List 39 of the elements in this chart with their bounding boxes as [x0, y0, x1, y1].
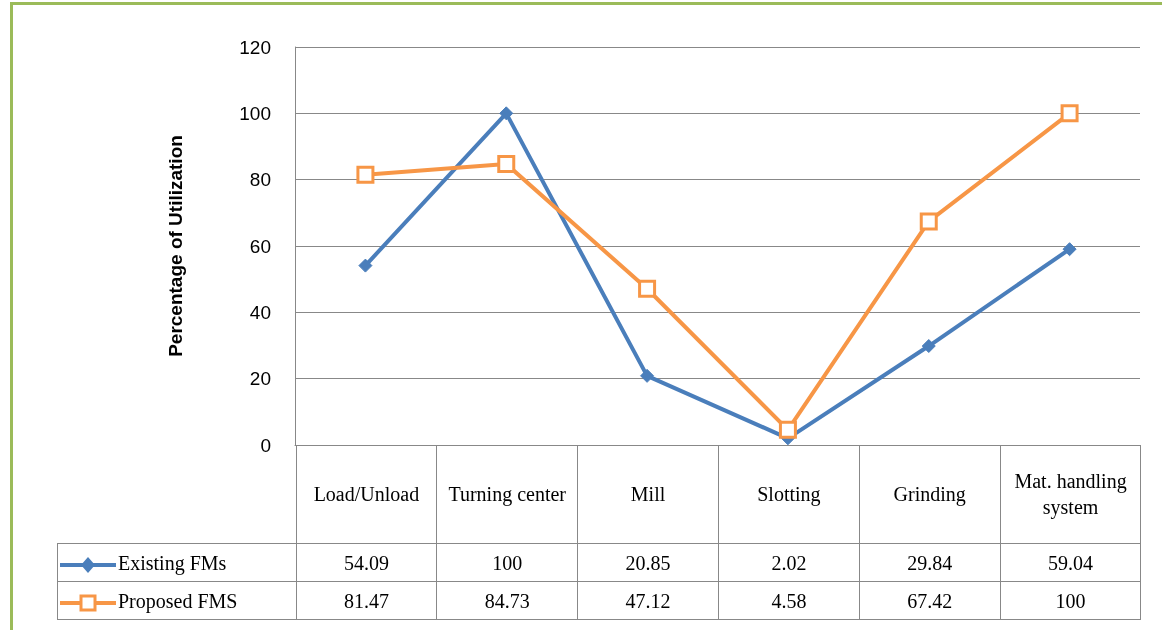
x-tick-label: Load/Unload	[312, 482, 421, 507]
x-tick-label: Turning center	[447, 482, 567, 507]
x-tick-label: Mat. handling system	[1013, 469, 1128, 520]
x-tick-label: Slotting	[756, 482, 822, 507]
point	[778, 420, 797, 439]
point	[356, 165, 375, 184]
data-label: 4.58	[718, 581, 860, 620]
data-label: 100	[436, 543, 578, 582]
data-label: 20.85	[577, 543, 719, 582]
data-label: 100	[1000, 581, 1141, 620]
y-tick-label: 80	[249, 169, 271, 191]
y-axis-title: Percentage of Utilization	[165, 135, 186, 357]
point	[1062, 242, 1077, 257]
point	[1060, 104, 1079, 123]
legend-label: Existing FMs	[118, 551, 227, 574]
legend-label: Proposed FMS	[118, 589, 238, 612]
x-tick-label: Grinding	[892, 482, 967, 507]
data-label: 29.84	[859, 543, 1001, 582]
data-label: 84.73	[436, 581, 578, 620]
y-tick-label: 40	[249, 301, 271, 323]
point	[497, 154, 516, 173]
data-label: 47.12	[577, 581, 719, 620]
data-label: 54.09	[296, 543, 437, 582]
point	[919, 212, 938, 231]
point	[638, 279, 657, 298]
data-label: 59.04	[1000, 543, 1141, 582]
y-tick-label: 20	[249, 368, 271, 390]
y-tick-label: 120	[239, 36, 271, 58]
point	[921, 339, 936, 354]
x-tick-label: Mill	[629, 482, 667, 507]
y-tick-label: 100	[239, 102, 271, 124]
point	[358, 258, 373, 273]
data-label: 2.02	[718, 543, 860, 582]
data-label: 67.42	[859, 581, 1001, 620]
point	[499, 106, 514, 121]
point	[640, 368, 655, 383]
y-tick-label: 0	[260, 434, 271, 456]
y-tick-label: 60	[249, 235, 271, 257]
data-label: 81.47	[296, 581, 437, 620]
